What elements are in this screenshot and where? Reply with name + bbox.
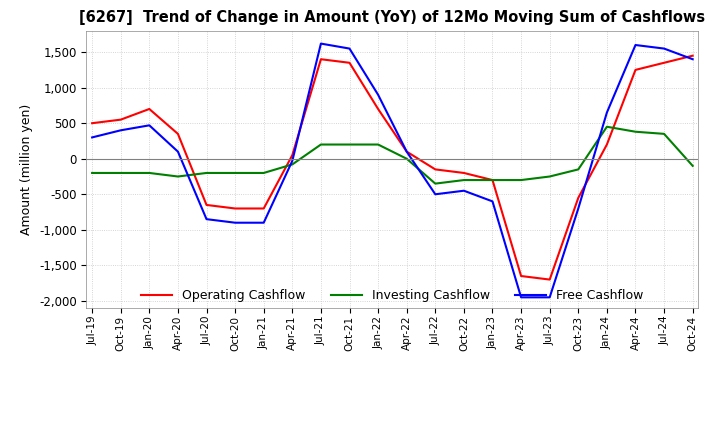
Line: Investing Cashflow: Investing Cashflow [92, 127, 693, 183]
Investing Cashflow [345, 142, 354, 147]
Free Cashflow [288, 158, 297, 164]
Free Cashflow [259, 220, 268, 225]
Investing Cashflow [231, 170, 240, 176]
Line: Operating Cashflow: Operating Cashflow [92, 56, 693, 279]
Investing Cashflow [631, 129, 640, 134]
Operating Cashflow [174, 131, 182, 136]
Operating Cashflow [288, 153, 297, 158]
Investing Cashflow [688, 163, 697, 169]
Investing Cashflow [317, 142, 325, 147]
Investing Cashflow [88, 170, 96, 176]
Operating Cashflow [317, 57, 325, 62]
Operating Cashflow [545, 277, 554, 282]
Title: [6267]  Trend of Change in Amount (YoY) of 12Mo Moving Sum of Cashflows: [6267] Trend of Change in Amount (YoY) o… [79, 11, 706, 26]
Investing Cashflow [459, 177, 468, 183]
Free Cashflow [459, 188, 468, 193]
Free Cashflow [117, 128, 125, 133]
Investing Cashflow [145, 170, 153, 176]
Operating Cashflow [345, 60, 354, 66]
Free Cashflow [688, 57, 697, 62]
Investing Cashflow [174, 174, 182, 179]
Free Cashflow [631, 42, 640, 48]
Free Cashflow [660, 46, 668, 51]
Operating Cashflow [517, 273, 526, 279]
Operating Cashflow [402, 149, 411, 154]
Free Cashflow [574, 206, 582, 211]
Operating Cashflow [459, 170, 468, 176]
Operating Cashflow [374, 106, 382, 112]
Investing Cashflow [603, 124, 611, 129]
Operating Cashflow [259, 206, 268, 211]
Operating Cashflow [660, 60, 668, 66]
Investing Cashflow [117, 170, 125, 176]
Free Cashflow [431, 192, 440, 197]
Investing Cashflow [574, 167, 582, 172]
Free Cashflow [345, 46, 354, 51]
Investing Cashflow [517, 177, 526, 183]
Free Cashflow [145, 123, 153, 128]
Operating Cashflow [117, 117, 125, 122]
Operating Cashflow [231, 206, 240, 211]
Investing Cashflow [488, 177, 497, 183]
Operating Cashflow [88, 121, 96, 126]
Operating Cashflow [603, 142, 611, 147]
Operating Cashflow [202, 202, 211, 208]
Line: Free Cashflow: Free Cashflow [92, 44, 693, 297]
Investing Cashflow [259, 170, 268, 176]
Free Cashflow [545, 295, 554, 300]
Investing Cashflow [660, 131, 668, 136]
Investing Cashflow [374, 142, 382, 147]
Free Cashflow [402, 149, 411, 154]
Free Cashflow [374, 92, 382, 97]
Investing Cashflow [545, 174, 554, 179]
Investing Cashflow [288, 162, 297, 167]
Free Cashflow [317, 41, 325, 46]
Free Cashflow [488, 199, 497, 204]
Legend: Operating Cashflow, Investing Cashflow, Free Cashflow: Operating Cashflow, Investing Cashflow, … [136, 284, 649, 307]
Free Cashflow [517, 295, 526, 300]
Investing Cashflow [402, 156, 411, 161]
Y-axis label: Amount (million yen): Amount (million yen) [20, 104, 33, 235]
Free Cashflow [231, 220, 240, 225]
Free Cashflow [174, 149, 182, 154]
Free Cashflow [202, 216, 211, 222]
Operating Cashflow [488, 177, 497, 183]
Free Cashflow [88, 135, 96, 140]
Free Cashflow [603, 110, 611, 115]
Investing Cashflow [431, 181, 440, 186]
Operating Cashflow [574, 195, 582, 201]
Operating Cashflow [688, 53, 697, 59]
Investing Cashflow [202, 170, 211, 176]
Operating Cashflow [431, 167, 440, 172]
Operating Cashflow [631, 67, 640, 73]
Operating Cashflow [145, 106, 153, 112]
